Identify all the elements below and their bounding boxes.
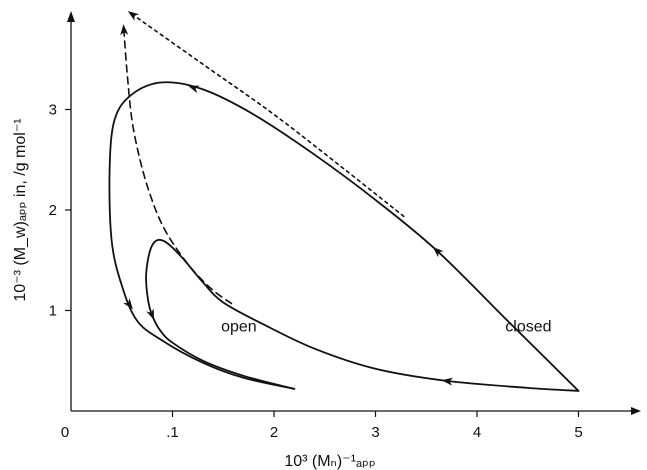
x-tick-label: 2: [270, 424, 278, 441]
direction-arrowhead: [441, 377, 454, 386]
direction-arrowhead: [123, 298, 133, 310]
y-tick-label: 1: [49, 303, 57, 320]
x-axis-title: 10³ (Mₙ)⁻¹ₐₚₚ: [284, 453, 375, 470]
x-tick-label: 0: [61, 424, 69, 441]
direction-arrowhead: [127, 11, 140, 21]
annotations: open closed: [221, 319, 551, 336]
series-2-curve-solid: [108, 81, 580, 392]
y-axis-title: 10⁻³ (M_w)ₐₚₚ in, /g mol⁻¹: [12, 118, 29, 301]
y-axis: [67, 11, 75, 411]
direction-arrowhead: [146, 308, 155, 321]
direction-arrowhead: [120, 24, 129, 36]
annotation-open: open: [221, 319, 257, 336]
series-4-curve-dotted: [131, 13, 407, 219]
x-tick-label: 4: [473, 424, 481, 441]
x-tick-label: 3: [371, 424, 379, 441]
axis-ticks: 0 .1 2 3 4 5 1 2 3: [49, 102, 583, 442]
direction-arrows: [120, 11, 454, 386]
x-axis-arrowhead: [631, 407, 641, 415]
x-axis: [71, 407, 641, 415]
annotation-closed: closed: [505, 319, 551, 336]
direction-arrowhead: [432, 246, 444, 258]
series-layer: [108, 13, 580, 392]
x-tick-label: .1: [166, 424, 179, 441]
direction-arrowhead: [188, 85, 200, 94]
series-3-curve-dashed: [123, 28, 233, 305]
y-axis-arrowhead: [67, 11, 75, 22]
x-tick-label: 5: [574, 424, 582, 441]
series-1-curve-solid: [145, 238, 580, 392]
y-tick-label: 2: [49, 202, 57, 219]
y-tick-label: 3: [49, 102, 57, 119]
